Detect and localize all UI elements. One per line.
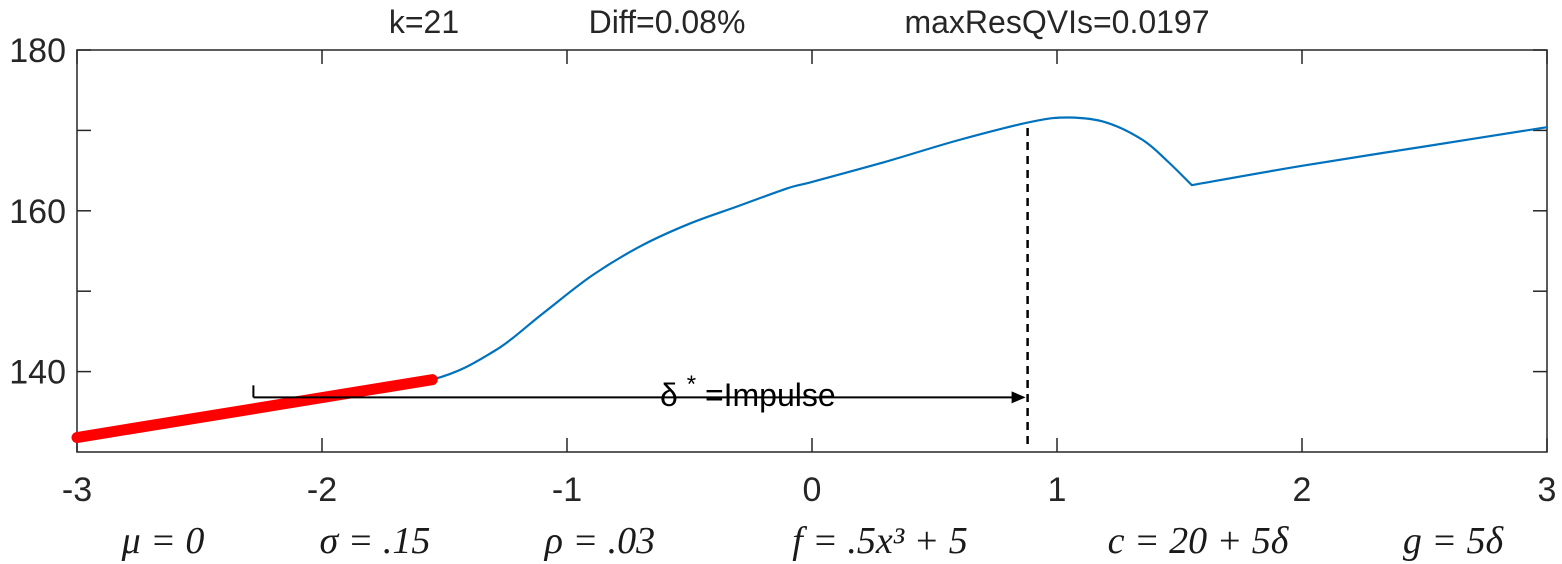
x-tick-label: -2: [307, 471, 337, 509]
series-layer: [71, 116, 1548, 444]
arrow-head: [1011, 391, 1026, 404]
param-sigma: σ = .15: [320, 520, 431, 562]
param-g: g = 5δ: [1403, 520, 1505, 562]
x-tick-label: 3: [1538, 471, 1557, 509]
param-mu: μ = 0: [121, 520, 205, 562]
highlight-segment: [71, 374, 438, 444]
annotation-label: δ * =Impulse: [660, 363, 836, 413]
y-tick-label: 160: [9, 193, 66, 231]
x-tick-label: -1: [552, 471, 582, 509]
x-tick-label: 1: [1048, 471, 1067, 509]
y-tick-label: 180: [9, 32, 66, 70]
annotation-star: *: [687, 371, 696, 398]
x-tick-label: 0: [803, 471, 822, 509]
annotation-delta: δ: [660, 377, 678, 413]
title-diff: Diff=0.08%: [589, 4, 746, 40]
axis-tick-labels: -3 -2 -1 0 1 2 3 140 160 180: [9, 32, 1556, 509]
annotation-layer: δ * =Impulse: [252, 122, 1029, 444]
param-f: f = .5x³ + 5: [792, 520, 968, 562]
parameter-list: μ = 0 σ = .15 ρ = .03 f = .5x³ + 5 c = 2…: [121, 520, 1505, 562]
title: k=21 Diff=0.08% maxResQVIs=0.0197: [389, 4, 1210, 40]
title-maxres: maxResQVIs=0.0197: [904, 4, 1209, 40]
x-tick-label: 2: [1293, 471, 1312, 509]
title-k: k=21: [389, 4, 459, 40]
param-c: c = 20 + 5δ: [1108, 520, 1290, 562]
annotation-text: =Impulse: [705, 377, 836, 413]
param-rho: ρ = .03: [544, 520, 655, 562]
plot-area: [76, 49, 1548, 453]
y-tick-label: 140: [9, 354, 66, 392]
x-tick-label: -3: [62, 471, 92, 509]
